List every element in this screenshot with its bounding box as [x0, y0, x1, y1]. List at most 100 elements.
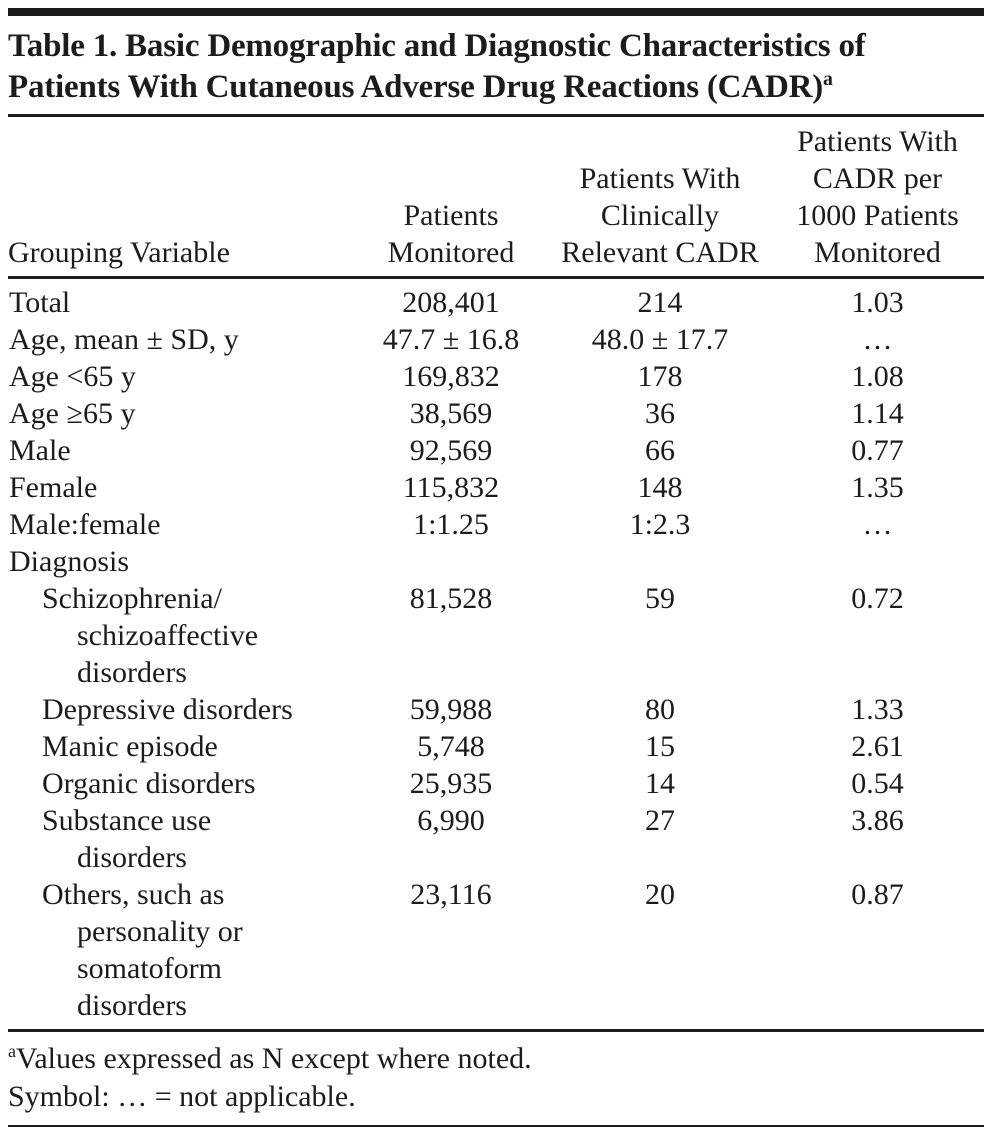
table-row: Organic disorders 25,935 14 0.54 — [8, 765, 984, 802]
row-label: Total — [8, 278, 353, 322]
row-label: Organic disorders — [8, 765, 353, 802]
row-value: 23,116 — [410, 878, 492, 911]
row-label: Male:female — [8, 506, 353, 543]
row-value: … — [862, 508, 893, 541]
table-row: Age <65 y 169,832 178 1.08 — [8, 358, 984, 395]
table-row: Male:female 1:1.25 1:2.3 … — [8, 506, 984, 543]
table-row: Substance use disorders 6,990 27 3.86 — [8, 802, 984, 876]
row-value: 38,569 — [409, 397, 493, 430]
row-label-line: Male:female — [9, 508, 161, 541]
row-value: 48.0 ± 17.7 — [591, 323, 729, 356]
row-value: 20 — [645, 878, 675, 911]
row-label-line: somatoform — [77, 952, 222, 985]
table-header: Grouping Variable Patients Monitored Pat… — [8, 117, 984, 279]
row-value: 14 — [645, 767, 675, 800]
row-label: Female — [8, 469, 353, 506]
table-body: Total 208,401 214 1.03 Age, mean ± SD, y 47.7… — [8, 278, 984, 1031]
row-value: 27 — [645, 804, 675, 837]
footnote-values: aValues expressed as N except where note… — [8, 1040, 984, 1078]
row-value — [549, 543, 771, 580]
row-label-line: disorders — [77, 841, 187, 874]
row-label-line: Female — [9, 471, 98, 504]
row-value: 25,935 — [409, 767, 493, 800]
row-label: Age, mean ± SD, y — [8, 321, 353, 358]
row-label-line: Others, such as — [42, 878, 225, 911]
row-value: 1.14 — [851, 397, 904, 430]
row-value: 59,988 — [409, 693, 493, 726]
row-value: 3.86 — [851, 804, 904, 837]
table-row: Female 115,832 148 1.35 — [8, 469, 984, 506]
row-value: 0.72 — [851, 582, 904, 615]
row-value: 0.77 — [851, 434, 904, 467]
row-label-line: Total — [9, 286, 71, 319]
footnote-text: Symbol: … = not applicable. — [8, 1080, 356, 1113]
row-value: 1:1.25 — [413, 508, 489, 541]
row-value: 115,832 — [402, 471, 500, 504]
row-value: 81,528 — [409, 582, 493, 615]
row-label: Substance use disorders — [8, 802, 353, 876]
row-label: Schizophrenia/schizoaffective disorders — [8, 580, 353, 691]
row-value: 5,748 — [417, 730, 485, 763]
row-value: 0.87 — [851, 878, 904, 911]
row-label-line: Age ≥65 y — [9, 397, 136, 430]
row-label-line: Substance use — [42, 804, 212, 837]
table-top-rule — [8, 8, 984, 16]
table-title-text: Table 1. Basic Demographic and Diagnosti… — [8, 28, 866, 105]
row-label-line: disorders — [77, 656, 187, 689]
row-label-line: Manic episode — [42, 730, 218, 763]
row-value: 36 — [645, 397, 675, 430]
column-header-grouping-variable: Grouping Variable — [8, 117, 353, 279]
row-value: 148 — [637, 471, 683, 504]
row-label-line: disorders — [77, 989, 187, 1022]
row-label-line: Male — [9, 434, 71, 467]
footnote-symbol: Symbol: … = not applicable. — [8, 1078, 984, 1116]
header-row: Grouping Variable Patients Monitored Pat… — [8, 117, 984, 279]
row-label-line: Diagnosis — [9, 545, 129, 578]
row-label-line: personality or — [77, 915, 243, 948]
table-row: Others, such as personality or somatoform d… — [8, 876, 984, 1031]
row-value: 208,401 — [402, 286, 500, 319]
row-label-line: Age, mean ± SD, y — [9, 323, 239, 356]
table-row: Diagnosis — [8, 543, 984, 580]
row-label: Manic episode — [8, 728, 353, 765]
column-header-patients-monitored: Patients Monitored — [353, 117, 549, 279]
row-value: 178 — [637, 360, 683, 393]
row-value: 6,990 — [417, 804, 485, 837]
demographics-table: Grouping Variable Patients Monitored Pat… — [8, 117, 984, 1032]
table-row: Male 92,569 66 0.77 — [8, 432, 984, 469]
row-value: 0.54 — [851, 767, 904, 800]
row-value: 1.35 — [851, 471, 904, 504]
row-label-line: Schizophrenia/ — [42, 582, 222, 615]
footnote-text: Values expressed as N except where noted… — [16, 1042, 532, 1075]
row-label: Others, such as personality or somatoform d… — [8, 876, 353, 1031]
table-footnotes: aValues expressed as N except where note… — [8, 1032, 984, 1127]
row-value: 1.03 — [851, 286, 904, 319]
row-label-line: Age <65 y — [9, 360, 136, 393]
row-label-line: schizoaffective — [77, 619, 259, 652]
row-value: … — [862, 323, 893, 356]
row-label: Age ≥65 y — [8, 395, 353, 432]
row-value: 66 — [645, 434, 675, 467]
paper-table-figure: Table 1. Basic Demographic and Diagnosti… — [0, 8, 992, 1127]
table-row: Schizophrenia/schizoaffective disorders 81… — [8, 580, 984, 691]
table-title: Table 1. Basic Demographic and Diagnosti… — [8, 26, 984, 108]
row-value — [353, 543, 549, 580]
row-value: 47.7 ± 16.8 — [382, 323, 520, 356]
row-value — [771, 543, 984, 580]
row-value: 169,832 — [402, 360, 500, 393]
table-row: Age, mean ± SD, y 47.7 ± 16.8 48.0 ± 17.7 … — [8, 321, 984, 358]
table-row: Manic episode 5,748 15 2.61 — [8, 728, 984, 765]
row-value: 1.33 — [851, 693, 904, 726]
row-label-line: Organic disorders — [42, 767, 256, 800]
footnote-marker: a — [8, 1041, 16, 1061]
row-value: 1:2.3 — [629, 508, 691, 541]
row-value: 2.61 — [851, 730, 904, 763]
column-header-cadr-per-1000: Patients With CADR per 1000 Patients Mon… — [771, 117, 984, 279]
column-header-patients-with-cadr: Patients With Clinically Relevant CADR — [549, 117, 771, 279]
row-value: 1.08 — [851, 360, 904, 393]
row-value: 59 — [645, 582, 675, 615]
row-label: Diagnosis — [8, 543, 353, 580]
row-value: 214 — [637, 286, 683, 319]
table-row: Depressive disorders 59,988 80 1.33 — [8, 691, 984, 728]
row-value: 92,569 — [409, 434, 493, 467]
